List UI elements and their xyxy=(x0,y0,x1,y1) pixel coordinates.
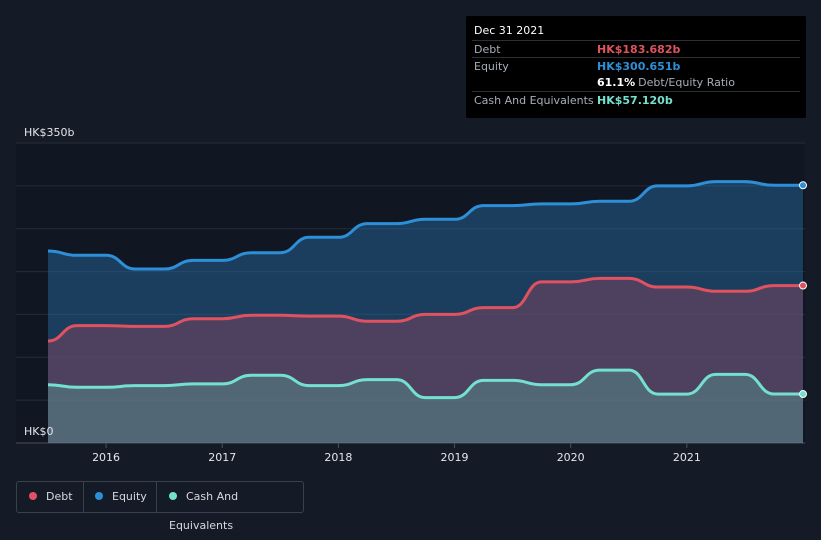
end-marker-cash-and-equivalents xyxy=(799,390,807,399)
x-tick-label: 2016 xyxy=(92,451,120,464)
tooltip-row-equity: Equity HK$300.651b xyxy=(472,57,800,75)
legend-separator xyxy=(83,482,84,512)
legend-separator xyxy=(156,482,157,512)
area-debt xyxy=(48,278,803,443)
tooltip-debt-value: HK$183.682b xyxy=(597,43,681,56)
legend-item-debt[interactable]: Debt xyxy=(29,482,73,512)
tooltip-ratio-value: 61.1% xyxy=(597,76,636,89)
data-tooltip: Dec 31 2021 Debt HK$183.682b Equity HK$3… xyxy=(466,16,806,118)
end-marker-equity xyxy=(799,181,807,190)
area-cash-and-equivalents xyxy=(48,370,803,443)
y-tick-label-top: HK$350b xyxy=(24,126,75,139)
end-marker-debt xyxy=(799,281,807,290)
debt-equity-chart: 2016 2017 2018 2019 2020 2021 xyxy=(16,142,807,464)
tooltip-row-debt: Debt HK$183.682b xyxy=(472,40,800,58)
x-tick-label: 2017 xyxy=(208,451,236,464)
tooltip-row-cash: Cash And Equivalents HK$57.120b xyxy=(472,91,800,109)
x-tick-label: 2019 xyxy=(441,451,469,464)
tooltip-date: Dec 31 2021 xyxy=(474,24,545,37)
tooltip-equity-value: HK$300.651b xyxy=(597,60,681,73)
legend-equity-dot xyxy=(95,492,103,500)
tooltip-debt-label: Debt xyxy=(474,43,501,56)
legend-debt-dot xyxy=(29,492,37,500)
legend-debt-label: Debt xyxy=(46,490,73,503)
x-tick-label: 2020 xyxy=(557,451,585,464)
tooltip-ratio-label: Debt/Equity Ratio xyxy=(638,76,735,89)
legend-cash-dot xyxy=(169,492,177,500)
legend-item-cash[interactable]: Cash And Equivalents xyxy=(169,482,303,532)
line-cash-and-equivalents xyxy=(47,368,803,400)
x-tick-label: 2021 xyxy=(673,451,701,464)
line-equity xyxy=(47,180,803,271)
line-debt xyxy=(47,276,803,343)
tooltip-cash-value: HK$57.120b xyxy=(597,94,673,107)
x-tick-label: 2018 xyxy=(324,451,352,464)
area-equity xyxy=(48,181,803,443)
legend-equity-label: Equity xyxy=(112,490,147,503)
chart-legend: Debt Equity Cash And Equivalents xyxy=(16,481,304,532)
y-tick-label-bottom: HK$0 xyxy=(24,425,54,438)
tooltip-equity-label: Equity xyxy=(474,60,509,73)
tooltip-row-ratio: 61.1% Debt/Equity Ratio xyxy=(472,74,800,91)
legend-item-equity[interactable]: Equity xyxy=(95,482,147,512)
tooltip-cash-label: Cash And Equivalents xyxy=(474,94,594,107)
